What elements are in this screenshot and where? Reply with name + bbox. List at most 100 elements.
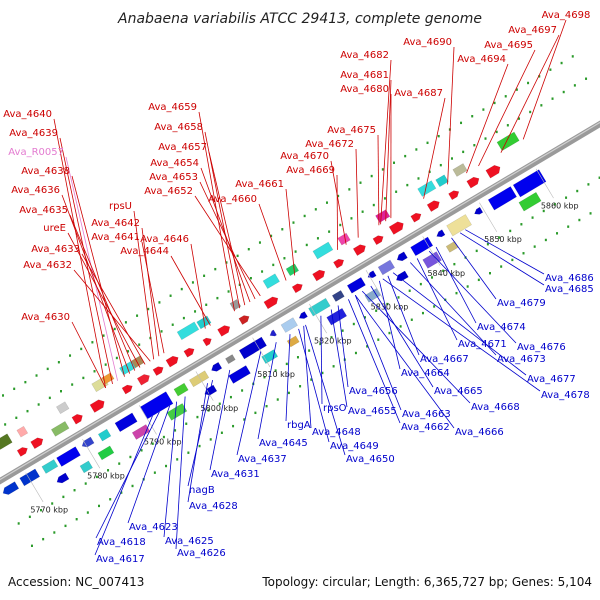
track-dot [185, 422, 188, 425]
backbone-line [0, 120, 600, 485]
track-dot [4, 423, 7, 426]
gene-shape [364, 287, 382, 303]
gene-feature [263, 296, 279, 310]
track-dot [354, 351, 357, 355]
track-dot [102, 334, 105, 337]
track-dot [310, 378, 313, 381]
gene-feature [56, 472, 70, 484]
gene-label-lower: Ava_4650 [346, 454, 395, 465]
track-dot [404, 154, 407, 158]
gene-shape [238, 336, 267, 360]
track-dot [292, 221, 295, 224]
gene-feature [308, 297, 331, 317]
gene-feature [435, 174, 449, 188]
gene-shape [410, 212, 422, 223]
track-dot [98, 504, 101, 508]
track-dot [151, 442, 154, 445]
gene-feature [377, 259, 396, 276]
track-dot [17, 522, 20, 525]
leader-line [303, 325, 312, 429]
gene-shape [435, 174, 449, 188]
gene-shape [396, 270, 409, 282]
tick-label: 5820 kbp [314, 337, 352, 346]
gene-shape [71, 413, 83, 425]
track-dot [82, 376, 85, 380]
track-dot [59, 390, 62, 393]
gene-label-upper: Ava_4635 [19, 205, 68, 216]
leader-line [379, 280, 401, 370]
gene-feature [452, 163, 468, 177]
track-dot [263, 375, 266, 379]
track-dot [162, 435, 165, 439]
track-dot [91, 341, 94, 344]
gene-feature [188, 370, 210, 388]
track-dot [283, 257, 286, 260]
gene-feature [50, 421, 70, 437]
gene-shape [312, 269, 326, 282]
track-dot [191, 281, 194, 284]
gene-feature [298, 311, 308, 319]
leader-line [435, 246, 477, 324]
gene-feature [0, 433, 13, 450]
gene-feature [89, 399, 105, 413]
gene-label-upper: Ava_4694 [457, 54, 506, 65]
gene-shape [518, 191, 542, 212]
leader-line [428, 250, 517, 344]
track-dot [254, 411, 257, 415]
track-dot [321, 371, 324, 375]
backbone-highlight [0, 121, 600, 481]
gene-label-lower: Ava_4618 [97, 537, 146, 548]
gene-feature [331, 290, 345, 302]
track-dot [171, 323, 174, 326]
gene-shape [97, 445, 115, 461]
gene-shape [89, 399, 105, 413]
gene-shape [176, 321, 200, 341]
track-dot [165, 464, 168, 468]
leader-line [320, 315, 323, 405]
gene-feature [166, 403, 188, 421]
gene-feature [396, 270, 409, 282]
gene-label-upper: Ava_4644 [120, 246, 169, 257]
leader-line [377, 134, 380, 226]
gene-feature [518, 191, 542, 212]
leader-line [67, 232, 141, 368]
leader-line [382, 278, 541, 392]
gene-feature [19, 468, 41, 487]
track-dot [565, 196, 568, 199]
gene-shape [448, 190, 460, 201]
track-dot [243, 418, 246, 421]
track-dot [40, 508, 43, 512]
track-dot [515, 88, 518, 91]
leader-line [81, 253, 146, 365]
gene-feature [217, 325, 231, 337]
track-dot [218, 402, 221, 405]
track-dot [585, 77, 588, 80]
track-dot [51, 502, 54, 505]
track-dot [330, 336, 333, 339]
track-dot [442, 269, 445, 273]
gene-shape [337, 232, 351, 246]
track-dot [196, 415, 199, 419]
track-dot [460, 121, 463, 125]
gene-feature [173, 382, 189, 397]
track-dot [531, 216, 534, 219]
track-dot [533, 245, 536, 248]
track-dot [493, 101, 496, 105]
gene-label-upper: Ava_4630 [21, 312, 70, 323]
track-dot [207, 409, 210, 412]
gene-shape [152, 366, 164, 377]
track-dot [118, 462, 121, 465]
track-dot [556, 232, 559, 235]
tick-label: 5850 kbp [484, 235, 522, 244]
gene-label-upper: Ava_4646 [140, 234, 189, 245]
gene-shape [326, 307, 348, 326]
gene-label-lower: Ava_4674 [477, 322, 526, 333]
track-dot [274, 369, 277, 372]
gene-feature [446, 214, 472, 237]
gene-shape [19, 468, 41, 487]
track-dot [75, 518, 78, 521]
track-dot [462, 150, 465, 154]
gene-label-lower: Ava_4645 [259, 438, 308, 449]
tick-label: 5840 kbp [427, 269, 465, 278]
gene-feature [286, 335, 300, 348]
